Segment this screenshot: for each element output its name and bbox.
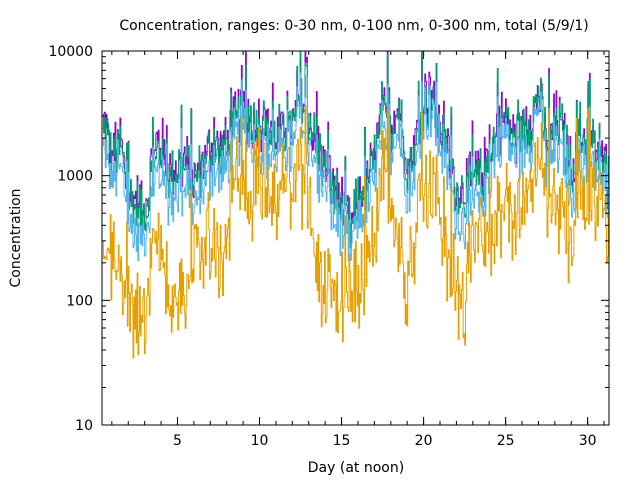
x-tick-label: 5 — [173, 433, 182, 449]
x-tick-label: 10 — [251, 433, 269, 449]
y-axis-label: Concentration — [8, 188, 24, 287]
x-tick-label: 25 — [497, 433, 515, 449]
x-tick-label: 30 — [579, 433, 597, 449]
chart-title: Concentration, ranges: 0-30 nm, 0-100 nm… — [119, 18, 588, 34]
y-tick-label: 1000 — [57, 169, 93, 185]
x-tick-label: 20 — [415, 433, 433, 449]
y-tick-label: 100 — [66, 293, 93, 309]
series-layer — [102, 50, 609, 359]
series-line-0-100-nm — [102, 72, 609, 262]
series-line-0-30-nm — [102, 105, 609, 359]
x-axis-label: Day (at noon) — [308, 460, 404, 476]
series-line-0-300-nm — [102, 50, 609, 249]
axis-layer: 5 10 15 20 25 30 10 100 1000 10000 — [48, 44, 609, 449]
y-tick-label: 10000 — [48, 44, 93, 60]
x-tick-label: 15 — [333, 433, 351, 449]
y-tick-label: 10 — [75, 418, 93, 434]
plot-frame — [101, 50, 610, 426]
